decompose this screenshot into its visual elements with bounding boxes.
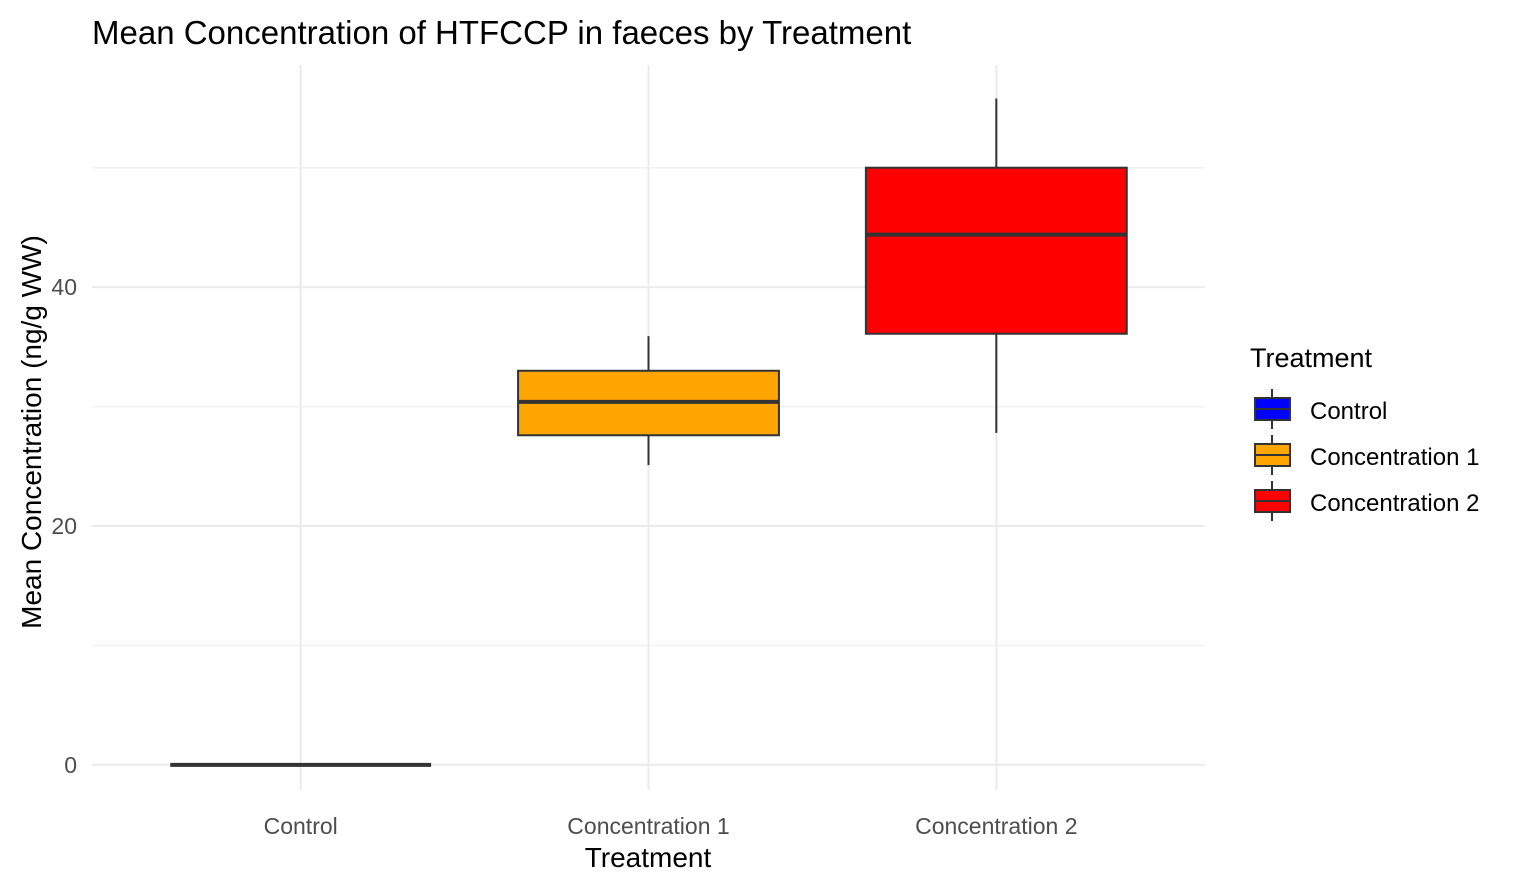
x-tick-label: Control <box>264 813 338 839</box>
legend-label: Concentration 2 <box>1310 490 1479 517</box>
x-tick-label: Concentration 2 <box>915 813 1077 839</box>
box-concentration-2 <box>864 166 1128 335</box>
y-tick-label: 0 <box>64 752 77 778</box>
y-tick-label: 20 <box>51 513 77 539</box>
y-tick-label: 40 <box>51 274 77 300</box>
chart-title: Mean Concentration of HTFCCP in faeces b… <box>92 14 911 51</box>
legend: Control Concentration 1 Concentration 2 <box>1254 389 1479 521</box>
legend-label: Concentration 1 <box>1310 444 1479 471</box>
legend-label: Control <box>1310 398 1387 425</box>
boxes <box>170 98 1128 767</box>
x-axis: Control Concentration 1 Concentration 2 <box>264 813 1078 839</box>
x-tick-label: Concentration 1 <box>567 813 729 839</box>
y-axis-label: Mean Concentration (ng/g WW) <box>16 235 47 629</box>
legend-title: Treatment <box>1250 343 1373 373</box>
y-axis: 0 20 40 <box>51 274 77 778</box>
x-axis-label: Treatment <box>585 842 712 873</box>
